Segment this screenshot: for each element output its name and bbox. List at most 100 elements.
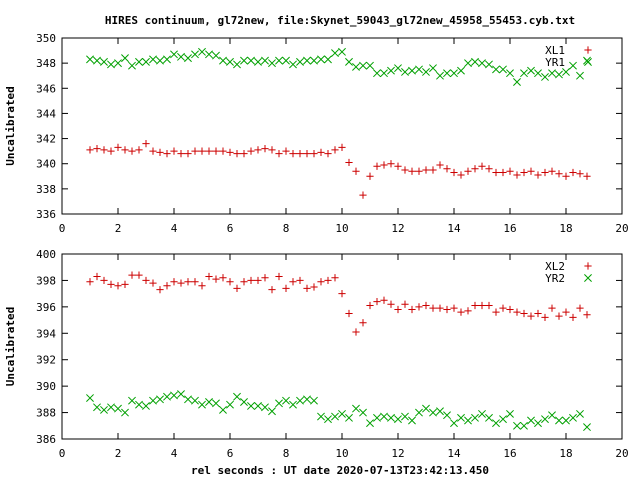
- data-point-xl1: [562, 172, 570, 180]
- x-tick-label: 10: [335, 447, 348, 460]
- data-point-yr1: [562, 67, 570, 76]
- x-tick-label: 18: [559, 447, 572, 460]
- legend-label-xl1: XL1: [545, 44, 565, 57]
- data-point-yr1: [345, 57, 353, 66]
- data-point-yr1: [142, 57, 150, 66]
- data-point-xl1: [401, 166, 409, 174]
- data-point-yr1: [324, 55, 332, 64]
- data-point-yr2: [387, 413, 395, 422]
- x-tick-label: 2: [115, 447, 122, 460]
- data-point-xl2: [212, 275, 220, 283]
- data-point-xl1: [226, 148, 234, 156]
- data-point-yr2: [450, 419, 458, 428]
- data-point-yr2: [380, 412, 388, 421]
- y-tick-label: 398: [36, 274, 56, 287]
- data-point-yr1: [485, 60, 493, 69]
- data-point-yr1: [527, 66, 535, 75]
- data-point-xl2: [149, 279, 157, 287]
- data-point-yr1: [317, 55, 325, 64]
- data-point-xl1: [198, 147, 206, 155]
- data-point-xl2: [562, 308, 570, 316]
- data-point-yr1: [86, 55, 94, 64]
- data-point-xl1: [114, 143, 122, 151]
- data-point-yr1: [492, 65, 500, 74]
- y-tick-label: 350: [36, 32, 56, 45]
- data-point-yr1: [177, 52, 185, 61]
- data-point-xl2: [135, 271, 143, 279]
- data-point-yr1: [240, 56, 248, 65]
- y-tick-label: 342: [36, 133, 56, 146]
- data-point-yr2: [583, 423, 591, 432]
- data-point-xl1: [506, 167, 514, 175]
- data-point-xl1: [107, 147, 115, 155]
- data-point-xl1: [366, 172, 374, 180]
- data-point-xl1: [387, 160, 395, 168]
- data-point-yr2: [261, 403, 269, 412]
- data-point-xl1: [499, 168, 507, 177]
- legend-marker-yr1: [584, 58, 592, 66]
- data-point-yr1: [457, 66, 465, 75]
- data-point-xl2: [177, 279, 185, 287]
- data-point-xl2: [534, 309, 542, 318]
- data-point-yr1: [149, 55, 157, 64]
- data-point-yr2: [513, 421, 521, 430]
- data-point-xl2: [240, 278, 248, 286]
- data-point-yr1: [289, 60, 297, 69]
- data-point-xl2: [569, 313, 577, 322]
- data-point-xl1: [212, 147, 220, 155]
- data-point-xl1: [149, 147, 157, 155]
- data-point-xl2: [541, 313, 549, 322]
- data-point-xl2: [142, 276, 150, 285]
- data-point-xl1: [100, 146, 108, 154]
- data-point-xl2: [548, 304, 556, 312]
- data-point-yr2: [345, 413, 353, 422]
- data-point-xl2: [233, 284, 241, 292]
- y-tick-label: 338: [36, 183, 56, 196]
- data-point-xl1: [254, 146, 262, 154]
- data-point-xl1: [303, 150, 311, 158]
- data-point-xl2: [436, 304, 444, 312]
- data-point-yr2: [100, 405, 108, 414]
- data-point-xl2: [128, 271, 136, 279]
- y-tick-label: 348: [36, 57, 56, 70]
- data-point-xl1: [156, 148, 164, 156]
- data-point-xl1: [184, 150, 192, 158]
- data-point-xl1: [268, 146, 276, 154]
- data-point-yr2: [576, 409, 584, 418]
- data-point-yr1: [282, 56, 290, 65]
- data-point-yr2: [163, 392, 171, 401]
- data-point-xl1: [520, 168, 528, 177]
- y-tick-label: 388: [36, 407, 56, 420]
- data-point-xl2: [107, 280, 115, 288]
- data-point-xl1: [583, 172, 591, 180]
- data-point-xl2: [261, 274, 269, 282]
- data-point-yr1: [135, 57, 143, 66]
- y-tick-label: 386: [36, 433, 56, 446]
- data-point-xl2: [352, 328, 360, 336]
- data-point-xl2: [345, 309, 353, 318]
- data-point-yr1: [156, 56, 164, 65]
- data-point-yr2: [149, 396, 157, 405]
- data-point-yr1: [191, 50, 199, 59]
- data-point-xl1: [436, 161, 444, 169]
- y-tick-label: 346: [36, 82, 56, 95]
- data-point-xl1: [429, 166, 437, 174]
- data-point-yr1: [401, 67, 409, 76]
- data-point-xl2: [226, 278, 234, 286]
- data-point-xl2: [450, 304, 458, 312]
- data-point-xl1: [359, 191, 367, 199]
- data-point-yr2: [212, 399, 220, 408]
- y-axis-label: Uncalibrated: [4, 86, 17, 165]
- data-point-yr2: [254, 402, 262, 410]
- chart-title: HIRES continuum, gl72new, file:Skynet_59…: [105, 14, 575, 27]
- data-point-xl2: [576, 304, 584, 312]
- data-point-xl2: [464, 307, 472, 315]
- data-point-yr2: [415, 408, 423, 417]
- data-point-xl1: [534, 171, 542, 179]
- data-point-xl2: [408, 305, 416, 314]
- data-point-yr1: [331, 49, 339, 58]
- y-tick-label: 400: [36, 248, 56, 261]
- data-point-yr2: [247, 402, 255, 410]
- data-point-yr2: [310, 396, 318, 405]
- data-point-yr1: [219, 56, 227, 65]
